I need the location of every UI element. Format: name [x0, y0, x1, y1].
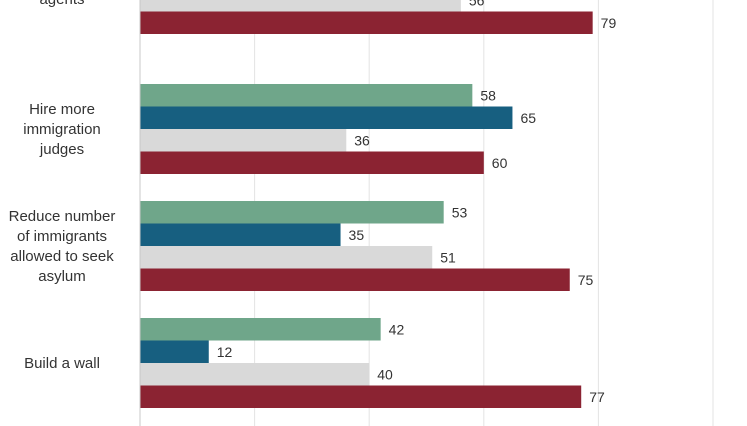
data-label: 58: [480, 87, 496, 103]
bars: [140, 0, 593, 408]
data-label: 65: [520, 110, 536, 126]
category-label: judges: [39, 141, 84, 158]
category-label: allowed to seek: [10, 248, 114, 265]
data-label: 79: [601, 15, 617, 31]
bar: [140, 268, 570, 291]
bar: [140, 246, 433, 269]
data-label: 12: [217, 344, 233, 360]
category-labels: 545679border patrolagents58653660Hire mo…: [9, 0, 617, 405]
bar: [140, 201, 444, 224]
bar: [140, 84, 473, 107]
bar: [140, 318, 381, 341]
data-label: 40: [377, 366, 393, 382]
bar: [140, 151, 484, 174]
category-label: Build a wall: [24, 355, 100, 372]
bar: [140, 106, 513, 129]
category-label: of immigrants: [17, 228, 107, 245]
bar: [140, 223, 341, 246]
data-label: 35: [349, 227, 365, 243]
bar: [140, 11, 593, 34]
data-label: 51: [440, 249, 456, 265]
bar: [140, 363, 370, 386]
bar: [140, 129, 347, 152]
bar: [140, 340, 209, 363]
category-label: agents: [39, 0, 84, 8]
category-label: Hire more: [29, 101, 95, 118]
data-label: 36: [354, 132, 370, 148]
data-label: 53: [452, 204, 468, 220]
bar: [140, 385, 582, 408]
data-label: 56: [469, 0, 485, 8]
category-label: Reduce number: [9, 208, 116, 225]
data-label: 42: [389, 321, 405, 337]
data-label: 60: [492, 155, 508, 171]
category-label: immigration: [23, 121, 101, 138]
bar: [140, 0, 461, 12]
gridlines: [254, 0, 714, 426]
data-label: 75: [578, 272, 594, 288]
data-label: 77: [589, 389, 605, 405]
category-label: asylum: [38, 268, 86, 285]
